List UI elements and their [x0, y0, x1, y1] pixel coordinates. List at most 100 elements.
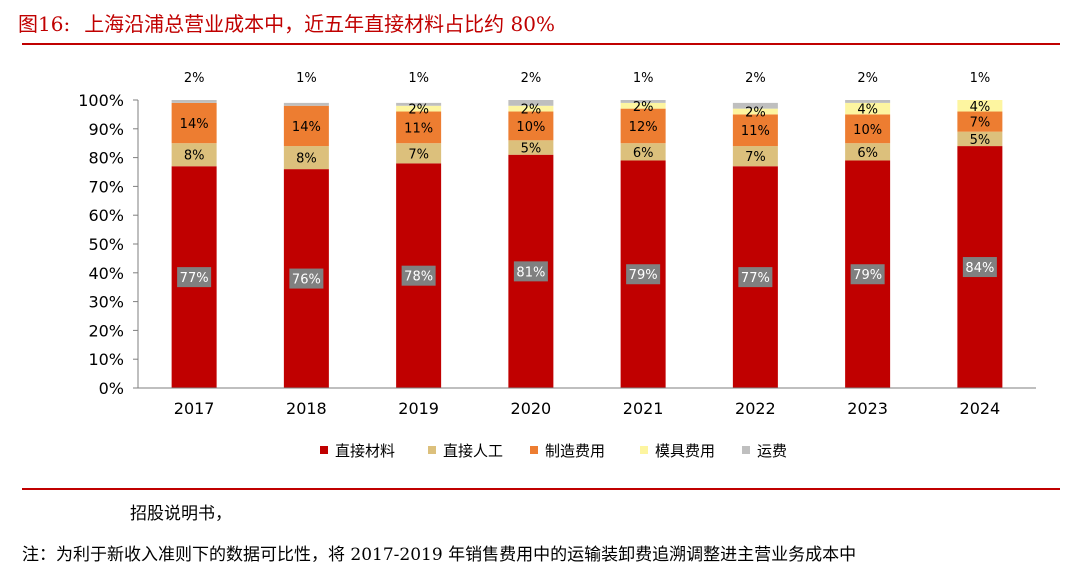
y-tick-label: 40% [88, 264, 124, 283]
data-label: 11% [741, 124, 770, 139]
data-label: 4% [970, 100, 991, 115]
y-tick-label: 10% [88, 350, 124, 369]
x-tick-label: 2018 [286, 399, 327, 418]
data-label: 6% [857, 146, 878, 161]
y-tick-label: 90% [88, 120, 124, 139]
data-label-box [626, 264, 661, 285]
bar-segment [508, 140, 554, 155]
bar-segment [171, 100, 217, 103]
legend-label: 制造费用 [545, 442, 605, 460]
data-label: 2% [745, 106, 766, 121]
data-label: 11% [404, 121, 433, 136]
bar-segment [396, 143, 442, 164]
bar-segment [283, 146, 329, 170]
x-tick-label: 2017 [174, 399, 215, 418]
note-text: 注：为利于新收入准则下的数据可比性，将 2017-2019 年销售费用中的运输装… [22, 545, 857, 565]
x-tick-label: 2022 [735, 399, 776, 418]
y-axis: 0% 10% 20% 30% 40% 50% 60% 70% 80% 90% 100% [78, 91, 139, 398]
y-tick-label: 70% [88, 177, 124, 196]
data-label: 2% [184, 71, 205, 86]
x-axis: 2017 2018 2019 2020 2021 2022 2023 2024 [138, 387, 1036, 418]
data-label: 84% [965, 261, 994, 276]
bar-segment [396, 102, 442, 106]
legend-swatch [742, 446, 750, 454]
bar-segment [171, 143, 217, 167]
bar-segment [845, 114, 891, 144]
data-label: 7% [745, 150, 766, 165]
data-label: 10% [516, 120, 545, 135]
figure-title: 图16: 上海沿浦总营业成本中，近五年直接材料占比约 80% [18, 8, 555, 37]
y-tick-label: 20% [88, 321, 124, 340]
figure-number: 图16: [18, 12, 71, 36]
x-tick-label: 2023 [847, 399, 888, 418]
y-tick-label: 30% [88, 293, 124, 312]
data-label: 6% [633, 146, 654, 161]
y-tick-label: 80% [88, 149, 124, 168]
data-label: 5% [521, 142, 542, 157]
data-label: 14% [180, 117, 209, 132]
x-tick-label: 2020 [511, 399, 552, 418]
data-label: 10% [853, 123, 882, 138]
top-rule [22, 43, 1060, 45]
legend-swatch [530, 446, 538, 454]
legend-swatch [320, 446, 328, 454]
bar-segment [845, 143, 891, 161]
data-label: 1% [296, 71, 317, 86]
data-label-box [289, 268, 324, 289]
data-label: 5% [970, 133, 991, 148]
data-label-box [513, 261, 548, 282]
stacked-bar-chart: 0% 10% 20% 30% 40% 50% 60% 70% 80% 90% 100% 77% 8% 1… [78, 71, 1036, 460]
data-label: 2% [745, 71, 766, 86]
data-label-box [850, 264, 885, 285]
bar-segment [732, 102, 778, 109]
bar-segment [957, 111, 1003, 132]
bar-segment [620, 102, 666, 109]
bar-segment [732, 146, 778, 167]
bar-segment [396, 105, 442, 112]
data-label: 2% [521, 71, 542, 86]
y-tick-label: 100% [78, 91, 124, 110]
x-tick-label: 2024 [960, 399, 1001, 418]
y-tick-label: 60% [88, 206, 124, 225]
y-tick-label: 50% [88, 235, 124, 254]
bar-segment [957, 131, 1003, 147]
legend-swatch [428, 446, 436, 454]
bar-segment [283, 105, 329, 147]
legend-label: 直接材料 [335, 442, 395, 460]
figure-title-text: 上海沿浦总营业成本中，近五年直接材料占比约 80% [84, 12, 555, 36]
data-label: 2% [521, 103, 542, 118]
data-label: 8% [296, 152, 317, 167]
data-label: 79% [629, 268, 658, 283]
data-label: 7% [408, 147, 429, 162]
bar-segment [508, 100, 554, 106]
x-tick-label: 2019 [398, 399, 439, 418]
bottom-rule [22, 488, 1060, 490]
legend-label: 直接人工 [443, 442, 503, 460]
bar-segment [396, 111, 442, 144]
data-label: 77% [180, 271, 209, 286]
data-label: 1% [633, 71, 654, 86]
bar-segment [845, 102, 891, 115]
bars: 77% 8% 14% 2% 76% 8% 14% 1% 78% 7% 11% 2% 1% 81% 5% 10%… [171, 71, 1003, 388]
bar-segment [508, 105, 554, 112]
bar-segment [620, 143, 666, 161]
bar-segment [283, 102, 329, 106]
data-label: 78% [404, 270, 433, 285]
data-label: 12% [629, 120, 658, 135]
data-label-box [401, 265, 436, 286]
data-label: 76% [292, 273, 321, 288]
bar-segment [171, 102, 217, 144]
bar-segment [845, 100, 891, 103]
bar-segment [508, 111, 554, 141]
data-label: 14% [292, 120, 321, 135]
legend: 直接材料 直接人工 制造费用 模具费用 运费 [320, 442, 787, 460]
data-label: 2% [857, 71, 878, 86]
data-label: 2% [633, 100, 654, 115]
data-label: 81% [516, 265, 545, 280]
bar-segment [732, 114, 778, 147]
data-label: 4% [857, 103, 878, 118]
y-tick-label: 0% [99, 379, 124, 398]
legend-label: 模具费用 [655, 442, 715, 460]
data-label-box [177, 267, 212, 288]
data-label: 79% [853, 268, 882, 283]
